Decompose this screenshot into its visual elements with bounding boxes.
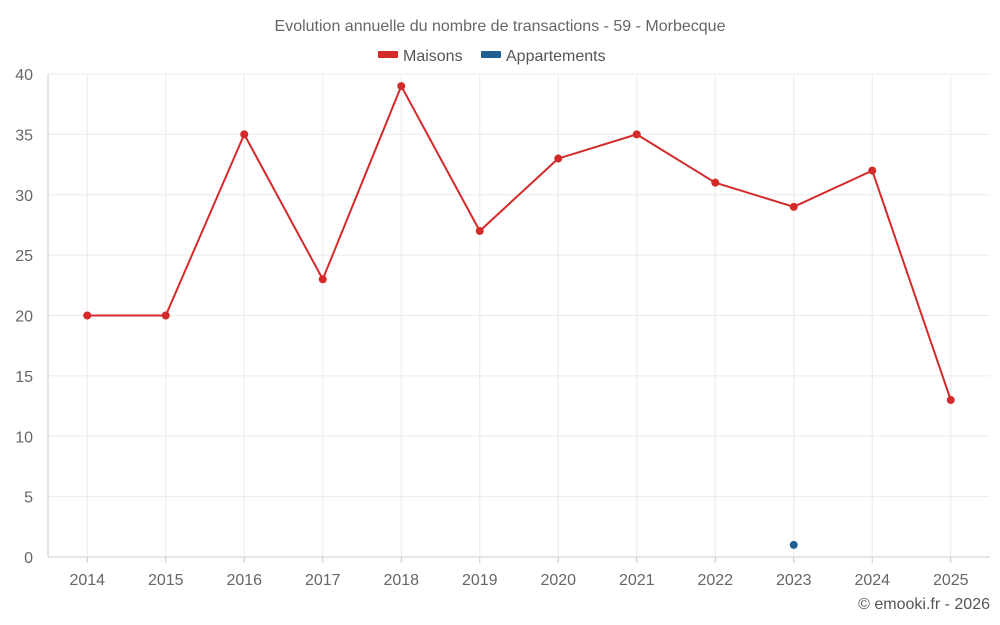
y-tick-labels: 0 5 10 15 20 25 30 35 40 bbox=[15, 67, 33, 567]
legend-swatch-maisons bbox=[378, 51, 398, 58]
y-tick-label: 40 bbox=[15, 67, 33, 84]
x-tick-label: 2020 bbox=[540, 572, 576, 589]
y-tick-label: 10 bbox=[15, 429, 33, 446]
x-tick-label: 2025 bbox=[933, 572, 969, 589]
data-point-maisons-2024[interactable] bbox=[868, 166, 877, 175]
x-tick-label: 2021 bbox=[619, 572, 655, 589]
data-point-maisons-2021[interactable] bbox=[632, 130, 641, 139]
series-maisons[interactable] bbox=[83, 82, 955, 405]
series-line-maisons bbox=[86, 85, 952, 402]
legend-swatch-appartements bbox=[481, 51, 501, 58]
series-appartements[interactable] bbox=[789, 540, 798, 549]
legend-item-maisons[interactable]: Maisons bbox=[378, 48, 463, 65]
y-tick-label: 0 bbox=[24, 550, 33, 567]
data-point-maisons-2025[interactable] bbox=[946, 396, 955, 405]
y-tick-label: 25 bbox=[15, 248, 33, 265]
x-tick-label: 2015 bbox=[148, 572, 184, 589]
x-tick-label: 2022 bbox=[697, 572, 733, 589]
y-gridlines bbox=[48, 73, 990, 498]
legend-item-appartements[interactable]: Appartements bbox=[481, 48, 606, 65]
legend-label-maisons: Maisons bbox=[403, 48, 463, 65]
x-tick-label: 2023 bbox=[776, 572, 812, 589]
data-point-maisons-2023[interactable] bbox=[789, 202, 798, 211]
axes bbox=[47, 74, 990, 563]
data-point-maisons-2022[interactable] bbox=[711, 178, 720, 187]
data-point-maisons-2016[interactable] bbox=[240, 130, 249, 139]
data-point-maisons-2020[interactable] bbox=[554, 154, 563, 163]
x-tick-labels: 2014 2015 2016 2017 2018 2019 2020 2021 2022 2023… bbox=[69, 572, 968, 589]
legend-label-appartements: Appartements bbox=[506, 48, 606, 65]
data-point-maisons-2015[interactable] bbox=[161, 311, 170, 320]
y-tick-label: 30 bbox=[15, 188, 33, 205]
data-point-maisons-2018[interactable] bbox=[397, 82, 406, 91]
x-tick-label: 2016 bbox=[226, 572, 262, 589]
data-point-maisons-2017[interactable] bbox=[318, 275, 327, 284]
chart-title: Evolution annuelle du nombre de transact… bbox=[275, 18, 726, 35]
x-tick-label: 2024 bbox=[854, 572, 890, 589]
y-tick-label: 5 bbox=[24, 490, 33, 507]
series-layer bbox=[83, 82, 955, 549]
y-tick-label: 35 bbox=[15, 127, 33, 144]
data-point-maisons-2019[interactable] bbox=[475, 226, 484, 235]
legend[interactable]: Maisons Appartements bbox=[378, 48, 606, 65]
x-tick-label: 2017 bbox=[305, 572, 341, 589]
data-point-maisons-2014[interactable] bbox=[83, 311, 92, 320]
x-tick-label: 2018 bbox=[383, 572, 419, 589]
x-tick-label: 2014 bbox=[69, 572, 105, 589]
y-tick-label: 20 bbox=[15, 309, 33, 326]
data-point-appartements-2023[interactable] bbox=[789, 540, 798, 549]
x-tick-label: 2019 bbox=[462, 572, 498, 589]
credit-text: © emooki.fr - 2026 bbox=[858, 596, 990, 613]
y-tick-label: 15 bbox=[15, 369, 33, 386]
